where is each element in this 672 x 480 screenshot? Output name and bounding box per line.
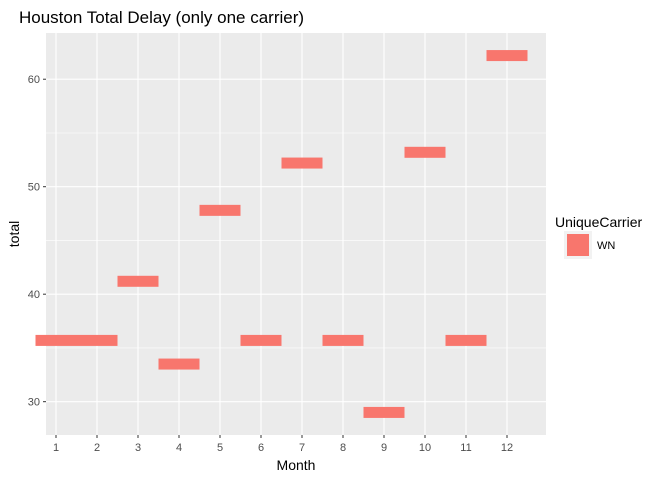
bar-month-4 bbox=[158, 358, 200, 370]
bar-month-1 bbox=[35, 334, 77, 346]
x-tick-label: 4 bbox=[176, 442, 182, 454]
bar-month-8 bbox=[322, 334, 364, 346]
y-tick-label: 50 bbox=[28, 182, 40, 194]
y-tick-label: 60 bbox=[28, 74, 40, 86]
y-axis: 30 40 50 60 bbox=[28, 74, 46, 409]
bar-month-3 bbox=[117, 275, 159, 287]
minor-gridlines bbox=[46, 132, 546, 349]
x-tick-label: 3 bbox=[135, 442, 141, 454]
bar-month-6 bbox=[240, 334, 282, 346]
bar-month-9 bbox=[363, 406, 405, 418]
y-axis-title: total bbox=[6, 221, 22, 247]
plot-panel bbox=[46, 33, 546, 435]
x-axis-title: Month bbox=[277, 457, 316, 473]
x-tick-label: 8 bbox=[340, 442, 346, 454]
x-tick-label: 12 bbox=[501, 442, 513, 454]
major-gridlines bbox=[46, 33, 546, 435]
x-tick-label: 11 bbox=[460, 442, 471, 454]
legend-swatch-wn bbox=[567, 234, 589, 256]
bar-month-10 bbox=[404, 146, 446, 158]
legend: UniqueCarrier WN bbox=[555, 214, 642, 259]
bar-month-11 bbox=[445, 334, 487, 346]
chart-title: Houston Total Delay (only one carrier) bbox=[19, 8, 304, 27]
bar-month-12 bbox=[486, 50, 528, 62]
x-tick-label: 6 bbox=[258, 442, 264, 454]
x-tick-label: 2 bbox=[94, 442, 100, 454]
x-tick-label: 10 bbox=[419, 442, 431, 454]
bar-month-5 bbox=[199, 204, 241, 216]
legend-title: UniqueCarrier bbox=[555, 214, 642, 230]
bar-month-7 bbox=[281, 157, 323, 169]
x-tick-label: 1 bbox=[53, 442, 59, 454]
bar-month-2 bbox=[76, 334, 118, 346]
y-tick-label: 30 bbox=[28, 397, 40, 409]
x-tick-label: 7 bbox=[299, 442, 305, 454]
y-tick-label: 40 bbox=[28, 289, 40, 301]
data-marks bbox=[35, 50, 528, 418]
x-tick-label: 9 bbox=[381, 442, 387, 454]
x-tick-label: 5 bbox=[217, 442, 223, 454]
x-axis: 1 2 3 4 5 6 7 8 9 10 11 12 bbox=[53, 435, 513, 454]
legend-label-wn: WN bbox=[597, 240, 615, 252]
